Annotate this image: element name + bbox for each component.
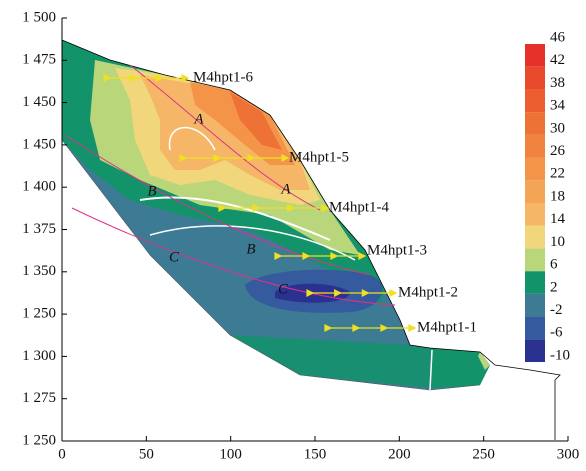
colorbar-band [525, 203, 545, 226]
colorbar-label: 30 [550, 120, 565, 136]
section-label: A [193, 111, 204, 127]
colorbar-band [525, 180, 545, 203]
annotation: M4hpt1-2 [398, 284, 458, 300]
marker [247, 154, 256, 162]
x-tick-label: 100 [219, 446, 242, 462]
marker [179, 154, 188, 162]
colorbar-label: 46 [550, 29, 566, 45]
colorbar-band [525, 44, 545, 67]
colorbar-label: -10 [550, 347, 570, 363]
section-label: A [280, 181, 291, 197]
y-tick-label: 1 450 [22, 136, 56, 152]
annotation: M4hpt1-1 [417, 319, 477, 335]
marker [302, 252, 311, 260]
marker [380, 324, 389, 332]
contour-field [61, 39, 561, 440]
monitoring-lines [103, 74, 417, 332]
marker [252, 204, 261, 212]
marker [218, 204, 227, 212]
y-tick-label: 1 300 [22, 348, 56, 364]
x-tick-label: 50 [139, 446, 154, 462]
colorbar-label: 22 [550, 166, 565, 182]
y-tick-label: 1 475 [22, 52, 56, 68]
colorbar-label: 14 [550, 211, 566, 227]
y-tick-label: 1 250 [22, 432, 56, 448]
section-label: C [278, 281, 289, 297]
marker [330, 252, 339, 260]
marker [281, 154, 290, 162]
colorbar-label: 18 [550, 188, 565, 204]
colorbar-band [525, 157, 545, 181]
section-label: B [147, 183, 156, 199]
x-tick-label: 250 [472, 446, 495, 462]
marker [103, 74, 112, 82]
colorbar-band [525, 339, 545, 362]
marker [129, 74, 138, 82]
y-tick-label: 1 275 [22, 390, 56, 406]
colorbar-band [525, 271, 545, 294]
marker [155, 74, 164, 82]
colorbar-band [525, 316, 545, 340]
colorbar-label: 34 [550, 98, 566, 114]
marker [358, 252, 367, 260]
colorbar-band [525, 293, 545, 317]
marker [287, 204, 296, 212]
annotation: M4hpt1-3 [367, 242, 427, 258]
x-tick-label: 0 [58, 446, 66, 462]
y-tick-label: 1 450 [22, 94, 56, 110]
marker [361, 289, 370, 297]
marker [389, 289, 398, 297]
colorbar-band [525, 134, 545, 158]
colorbar-label: -2 [550, 302, 563, 318]
marker [321, 204, 330, 212]
colorbar-band [525, 225, 545, 249]
colorbar-label: 10 [550, 234, 565, 250]
annotation: M4hpt1-4 [329, 199, 390, 215]
x-tick-label: 200 [388, 446, 411, 462]
y-tick-label: 1 250 [22, 306, 56, 322]
y-tick-label: 1 400 [22, 179, 56, 195]
marker [274, 252, 283, 260]
colorbar-band [525, 248, 545, 272]
colorbar-label: 6 [550, 257, 558, 273]
colorbar-label: 2 [550, 279, 558, 295]
marker [181, 74, 190, 82]
section-label: B [246, 241, 255, 257]
x-tick-label: 150 [304, 446, 327, 462]
marker [408, 324, 417, 332]
colorbar-label: 38 [550, 75, 565, 91]
marker [306, 289, 315, 297]
y-tick-label: 1 375 [22, 221, 56, 237]
marker [213, 154, 222, 162]
section-label: C [169, 249, 180, 265]
colorbar-band [525, 112, 545, 135]
colorbar-label: -6 [550, 325, 563, 341]
y-tick-label: 1 500 [22, 9, 56, 25]
marker [334, 289, 343, 297]
colorbar-label: 42 [550, 52, 565, 68]
colorbar-label: 26 [550, 143, 566, 159]
colorbar-band [525, 89, 545, 113]
x-tick-label: 300 [557, 446, 580, 462]
annotation: M4hpt1-6 [193, 69, 254, 85]
marker [352, 324, 361, 332]
colorbar-band [525, 66, 545, 90]
y-tick-label: 1 350 [22, 263, 56, 279]
annotation: M4hpt1-5 [289, 149, 349, 165]
marker [324, 324, 333, 332]
